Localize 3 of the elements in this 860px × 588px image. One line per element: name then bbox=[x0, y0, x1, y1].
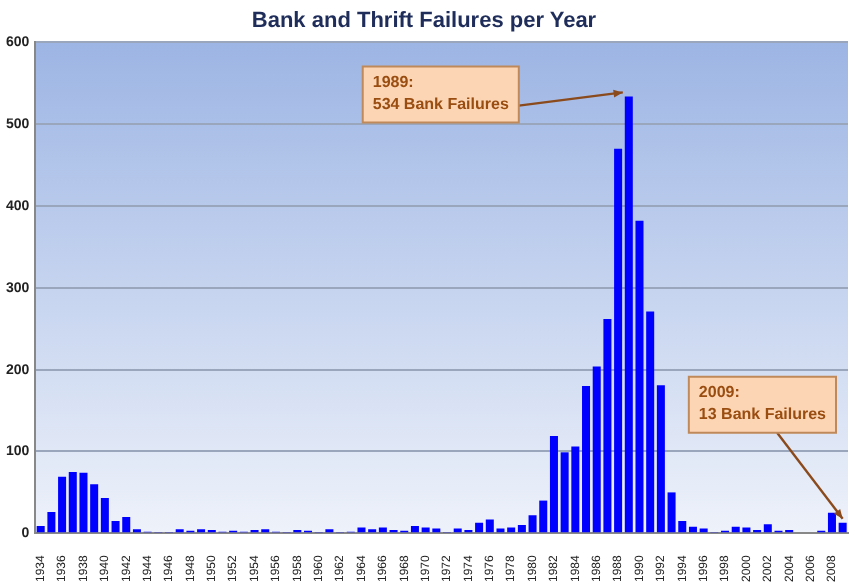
annotation: 1989: 534 Bank Failures bbox=[372, 72, 510, 113]
chart-title: Bank and Thrift Failures per Year bbox=[251, 9, 598, 34]
annotation: 2009: 13 Bank Failures bbox=[698, 383, 828, 424]
